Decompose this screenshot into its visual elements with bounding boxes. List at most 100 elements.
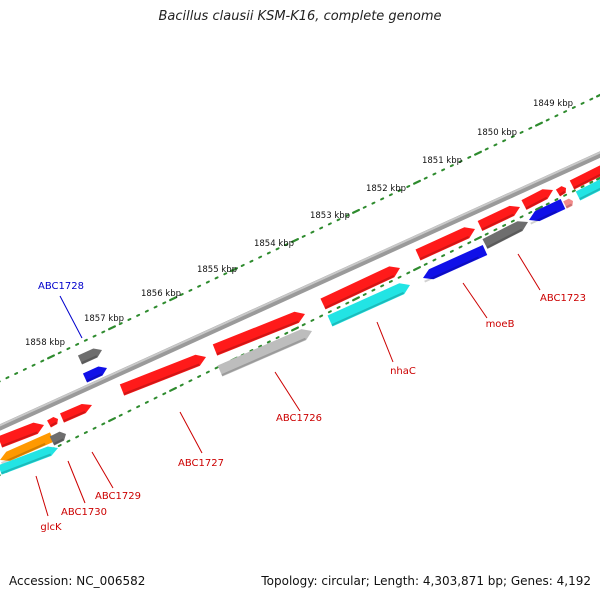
- gene-arrow-shade: [419, 235, 470, 261]
- scale-minor-tick: [406, 184, 411, 188]
- scale-minor-tick: [449, 164, 454, 168]
- scale-minor-tick: [589, 180, 594, 184]
- scale-minor-tick: [266, 251, 271, 255]
- scale-minor-tick: [118, 413, 123, 417]
- scale-minor-tick: [284, 243, 289, 247]
- scale-minor-tick: [14, 372, 19, 376]
- scale-major-tick: [230, 267, 238, 273]
- gene-label: ABC1723: [540, 293, 586, 304]
- outer-scale-ring: [0, 93, 600, 383]
- gene-features: [0, 165, 600, 475]
- gene-arrow: [0, 446, 58, 475]
- scale-major-tick: [596, 176, 600, 181]
- scale-minor-tick: [327, 222, 332, 226]
- scale-minor-tick: [571, 105, 576, 109]
- gene-arrow-shade: [0, 453, 52, 475]
- scale-label: 1853 kbp: [310, 211, 350, 221]
- gene-arrow-shade: [62, 410, 86, 423]
- scale-minor-tick: [101, 422, 106, 426]
- scale-minor-tick: [66, 439, 71, 443]
- scale-minor-tick: [319, 226, 324, 230]
- scale-major-tick: [108, 325, 116, 331]
- gene-arrow: [569, 165, 600, 190]
- genome-backbone: [0, 151, 600, 431]
- gene-arrow-shade: [324, 274, 395, 309]
- gene-labels: ABC1723 moeB nhaC ABC1726 ABC1727 ABC1728 ABC1…: [38, 281, 586, 533]
- scale-label: 1858 kbp: [25, 338, 65, 348]
- scale-minor-tick: [345, 301, 350, 305]
- gene-arrow: [575, 179, 600, 201]
- scale-minor-tick: [319, 314, 324, 318]
- gene-arrow-shade: [481, 213, 515, 231]
- leader-line: [274, 371, 301, 412]
- scale-label: 1850 kbp: [477, 128, 517, 138]
- scale-minor-tick: [162, 392, 167, 396]
- gene-label: moeB: [486, 319, 515, 330]
- scale-minor-tick: [458, 245, 463, 249]
- leader-line: [91, 451, 114, 489]
- gene-arrow: [47, 417, 58, 428]
- gene-arrow-shade: [221, 337, 306, 377]
- scale-minor-tick: [284, 331, 289, 335]
- gene-arrow: [0, 432, 55, 461]
- scale-minor-tick: [545, 118, 550, 122]
- gene-arrow-shade: [573, 173, 600, 190]
- scale-minor-tick: [275, 247, 280, 251]
- scale-major-tick: [474, 150, 482, 156]
- scale-minor-tick: [205, 280, 210, 284]
- scale-minor-tick: [301, 234, 306, 238]
- gene-arrow: [212, 311, 305, 356]
- backbone-line: [0, 151, 600, 431]
- scale-minor-tick: [31, 363, 36, 367]
- scale-minor-tick: [571, 189, 576, 193]
- scale-minor-tick: [179, 383, 184, 387]
- gene-arrow: [217, 329, 312, 377]
- scale-label: 1854 kbp: [254, 239, 294, 249]
- label-leader-lines: [35, 253, 541, 517]
- gene-arrow: [320, 266, 400, 310]
- gene-label: ABC1729: [95, 491, 141, 502]
- scale-label: 1855 kbp: [197, 265, 237, 275]
- scale-minor-tick: [214, 276, 219, 280]
- scale-minor-tick: [188, 379, 193, 383]
- scale-minor-tick: [249, 349, 254, 353]
- gene-arrow: [529, 199, 566, 222]
- scale-minor-tick: [502, 139, 507, 143]
- gene-arrow-shade: [123, 363, 200, 396]
- scale-minor-tick: [528, 126, 533, 130]
- scale-major-tick: [169, 386, 177, 392]
- scale-major-tick: [413, 179, 421, 185]
- scale-minor-tick: [563, 110, 568, 114]
- scale-minor-tick: [493, 228, 498, 232]
- scale-major-tick: [291, 238, 299, 243]
- gene-arrow-shade: [81, 355, 98, 365]
- gene-arrow-shade: [1, 442, 46, 465]
- gene-arrow-shade: [424, 256, 479, 283]
- scale-minor-tick: [57, 351, 62, 355]
- scale-minor-tick: [371, 288, 376, 292]
- gene-arrow-shade: [86, 373, 103, 383]
- scale-minor-tick: [441, 168, 446, 172]
- scale-minor-tick: [484, 232, 489, 236]
- scale-minor-tick: [266, 340, 271, 344]
- scale-label: 1852 kbp: [366, 184, 406, 194]
- scale-minor-tick: [197, 374, 202, 378]
- scale-minor-tick: [510, 219, 515, 223]
- scale-label: 1857 kbp: [84, 314, 124, 324]
- gene-arrow: [49, 431, 66, 446]
- scale-minor-tick: [144, 309, 149, 313]
- scale-minor-tick: [5, 376, 10, 380]
- scale-minor-tick: [510, 135, 515, 139]
- scale-minor-tick: [519, 215, 524, 219]
- gene-arrow: [477, 205, 520, 231]
- scale-minor-tick: [188, 288, 193, 292]
- scale-major-tick: [169, 296, 177, 302]
- scale-minor-tick: [554, 198, 559, 202]
- scale-minor-tick: [223, 272, 228, 276]
- gene-arrow-shade: [558, 190, 566, 196]
- gene-arrow: [415, 227, 475, 261]
- scale-minor-tick: [101, 330, 106, 334]
- scale-minor-tick: [388, 193, 393, 197]
- scale-labels: 1849 kbp 1850 kbp 1851 kbp 1852 kbp 1853 kbp…: [25, 99, 573, 348]
- scale-minor-tick: [301, 323, 306, 327]
